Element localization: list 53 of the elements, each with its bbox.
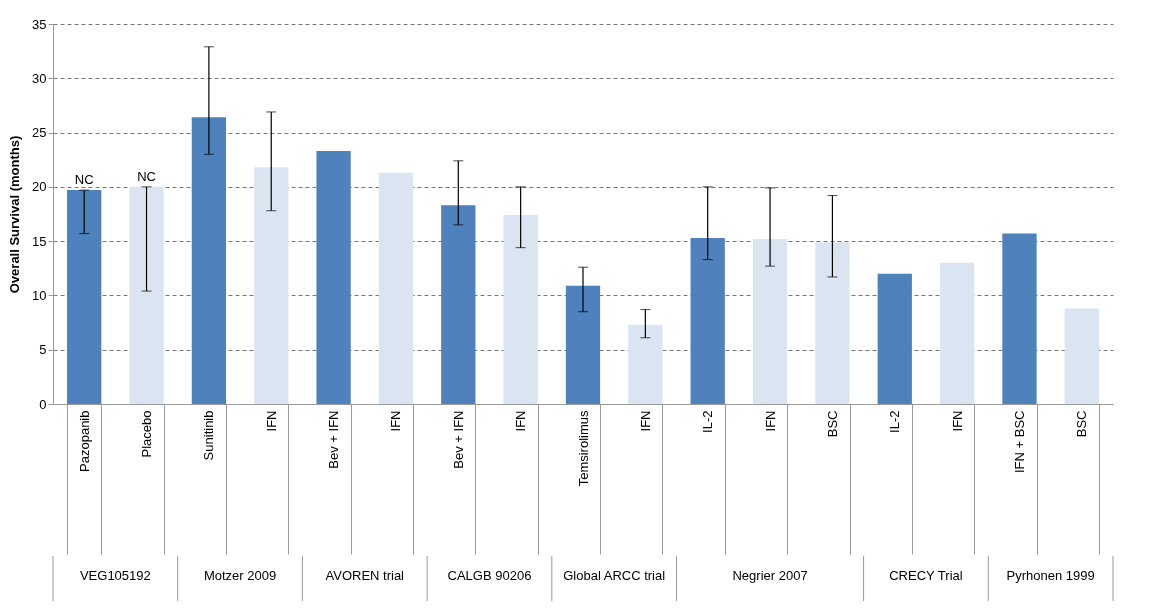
text: CRECY Trial bbox=[889, 568, 963, 583]
x-tick-label: IFN bbox=[388, 410, 404, 432]
x-tick-label: Bev + IFN bbox=[450, 410, 466, 469]
bar bbox=[939, 262, 975, 404]
y-tick-label: 35 bbox=[32, 16, 47, 32]
x-tick-label: IFN + BSC bbox=[1011, 410, 1027, 473]
bar bbox=[690, 237, 725, 404]
x-tick-label: IL-2 bbox=[700, 410, 716, 433]
data-label: NC bbox=[74, 172, 94, 188]
text: CALGB 90206 bbox=[447, 568, 532, 583]
bar bbox=[67, 190, 102, 404]
bar bbox=[1002, 233, 1037, 404]
bar bbox=[752, 238, 788, 404]
bar bbox=[191, 117, 227, 404]
bar bbox=[565, 285, 601, 404]
x-tick-label: Pazopanib bbox=[76, 410, 92, 472]
text: VEG105192 bbox=[79, 568, 151, 583]
bar bbox=[503, 215, 538, 404]
x-tick-label: IFN bbox=[762, 410, 778, 432]
y-tick-label: 20 bbox=[32, 179, 47, 195]
x-tick-label: Placebo bbox=[139, 410, 155, 458]
x-tick-label: IFN bbox=[513, 410, 529, 432]
y-tick-label: 30 bbox=[32, 70, 47, 86]
data-label: NC bbox=[137, 168, 156, 184]
bar bbox=[628, 324, 663, 404]
x-tick-label: IFN bbox=[949, 410, 965, 432]
y-tick-label: 10 bbox=[32, 287, 47, 303]
bar bbox=[254, 167, 289, 404]
text: Global ARCC trial bbox=[563, 568, 666, 583]
x-tick-label: IFN bbox=[263, 410, 279, 432]
y-tick-label: 25 bbox=[32, 125, 47, 141]
y-tick-label: 15 bbox=[32, 233, 47, 249]
y-axis-title: Overall Survival (months) bbox=[7, 135, 23, 294]
x-tick-label: BSC bbox=[824, 410, 840, 438]
bar bbox=[1064, 308, 1099, 404]
text: AVOREN trial bbox=[325, 568, 405, 583]
x-tick-label: IL-2 bbox=[887, 410, 903, 433]
text: Negrier 2007 bbox=[732, 568, 808, 583]
x-tick-label: BSC bbox=[1074, 410, 1090, 438]
x-tick-label: Bev + IFN bbox=[326, 410, 342, 469]
text: Pyrhonen 1999 bbox=[1006, 568, 1095, 583]
x-tick-label: Temsirolimus bbox=[575, 410, 591, 487]
x-tick-label: IFN bbox=[637, 410, 653, 432]
text: Motzer 2009 bbox=[203, 568, 277, 583]
bar bbox=[316, 151, 351, 404]
y-tick-label: 0 bbox=[39, 396, 47, 412]
bar bbox=[815, 242, 850, 404]
bar bbox=[378, 172, 414, 404]
bar bbox=[129, 186, 164, 404]
bar bbox=[441, 205, 476, 404]
y-tick-label: 5 bbox=[39, 342, 47, 358]
bar bbox=[877, 273, 912, 404]
x-tick-label: Sunitinib bbox=[201, 410, 217, 461]
